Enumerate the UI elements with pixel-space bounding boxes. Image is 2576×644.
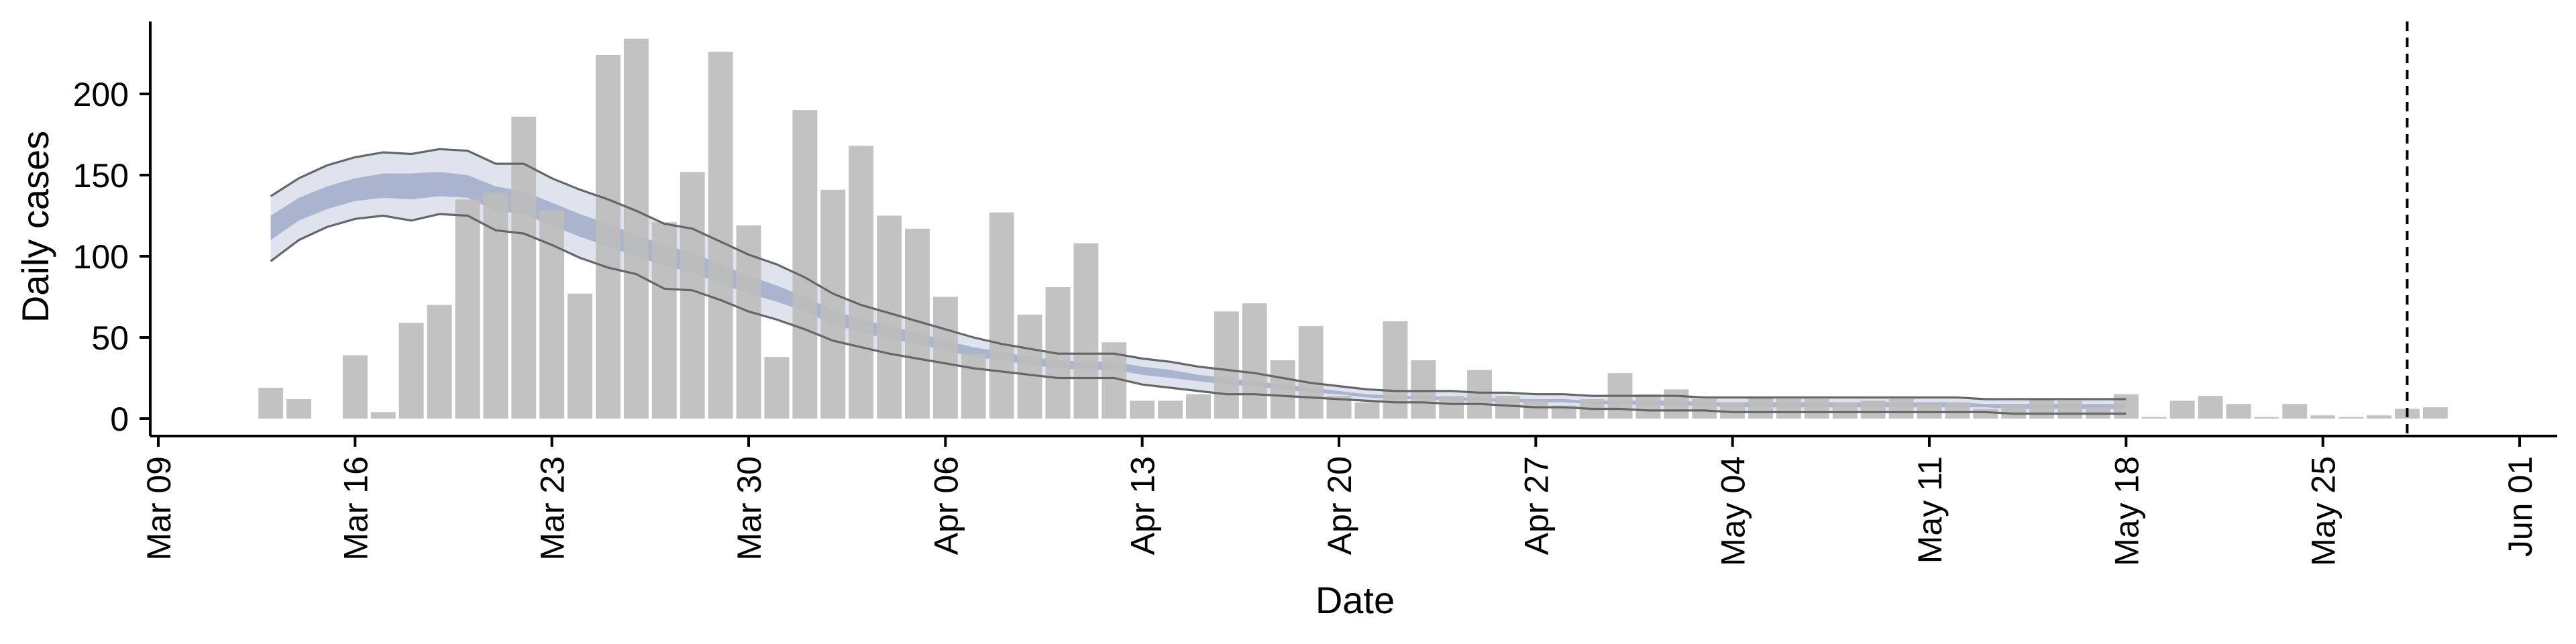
bar-2020-05-29 xyxy=(2422,407,2448,419)
bar-2020-04-22 xyxy=(1383,321,1408,419)
bar-2020-04-09 xyxy=(1017,315,1042,419)
bar-2020-05-01 xyxy=(1635,394,1661,419)
bar-2020-05-16 xyxy=(2057,400,2082,419)
x-tick-label-2020-04-20: Apr 20 xyxy=(1321,456,1358,555)
bar-2020-04-14 xyxy=(1158,400,1183,419)
x-tick-label-2020-03-16: Mar 16 xyxy=(337,456,374,561)
bar-2020-05-14 xyxy=(2001,405,2027,419)
bar-2020-05-06 xyxy=(1776,399,1801,419)
bar-2020-03-28 xyxy=(680,172,705,419)
bar-2020-05-27 xyxy=(2367,415,2392,419)
bar-2020-04-08 xyxy=(989,212,1014,419)
bar-2020-04-15 xyxy=(1186,394,1211,419)
y-tick-label-100: 100 xyxy=(73,238,129,276)
bar-2020-04-02 xyxy=(820,189,846,419)
bar-2020-04-13 xyxy=(1130,400,1155,419)
bar-2020-03-17 xyxy=(370,412,396,419)
bar-2020-03-14 xyxy=(286,399,311,419)
inner-band xyxy=(270,172,2127,409)
bar-2020-03-16 xyxy=(342,355,368,419)
daily-case-bars xyxy=(258,38,2448,419)
bar-2020-04-23 xyxy=(1411,360,1436,419)
bar-2020-05-21 xyxy=(2198,396,2223,419)
x-tick-label-2020-04-27: Apr 27 xyxy=(1517,456,1555,555)
x-tick-label-2020-04-13: Apr 13 xyxy=(1124,456,1162,555)
bar-2020-04-19 xyxy=(1298,326,1324,419)
y-axis-title: Daily cases xyxy=(14,131,56,323)
bar-2020-03-13 xyxy=(258,388,284,419)
bar-2020-03-27 xyxy=(651,222,677,419)
x-ticks: Mar 09 Mar 16 Mar 23 Mar 30 Apr 06 Apr 13 Apr … xyxy=(140,436,2539,566)
bar-2020-05-23 xyxy=(2254,417,2279,419)
bar-2020-03-24 xyxy=(568,293,592,419)
bar-2020-03-19 xyxy=(427,305,452,419)
bar-2020-04-07 xyxy=(961,354,986,419)
outer-lower-line xyxy=(270,213,2127,415)
bar-2020-03-20 xyxy=(455,199,480,419)
x-tick-label-2020-03-09: Mar 09 xyxy=(140,456,178,561)
bar-2020-05-07 xyxy=(1804,399,1829,419)
x-tick-label-2020-04-06: Apr 06 xyxy=(927,456,965,555)
outer-upper-line xyxy=(270,148,2127,400)
bar-2020-05-22 xyxy=(2226,404,2251,419)
x-tick-label-2020-05-18: May 18 xyxy=(2108,456,2145,566)
bar-2020-03-25 xyxy=(596,54,621,419)
bar-2020-03-29 xyxy=(708,52,733,419)
y-ticks: 0 50 100 150 200 xyxy=(73,76,150,438)
bar-2020-04-04 xyxy=(877,215,902,419)
bar-2020-05-25 xyxy=(2310,415,2336,419)
bar-2020-05-09 xyxy=(1860,400,1886,419)
x-tick-label-2020-06-01: Jun 01 xyxy=(2502,456,2539,557)
bar-2020-04-03 xyxy=(849,146,874,419)
bar-2020-05-10 xyxy=(1888,399,1914,419)
bar-2020-03-31 xyxy=(764,357,790,419)
x-tick-label-2020-05-04: May 04 xyxy=(1715,456,1752,566)
x-tick-label-2020-03-30: Mar 30 xyxy=(731,456,768,561)
x-axis-title: Date xyxy=(1316,579,1395,621)
bar-2020-04-16 xyxy=(1214,311,1239,419)
bar-2020-05-19 xyxy=(2141,417,2167,419)
band-boundary-lines xyxy=(270,148,2127,415)
x-tick-label-2020-05-25: May 25 xyxy=(2305,456,2343,566)
bar-2020-05-12 xyxy=(1945,402,1970,419)
bar-2020-05-05 xyxy=(1748,397,1773,419)
bar-2020-04-24 xyxy=(1439,396,1464,419)
bar-2020-04-17 xyxy=(1242,303,1267,419)
bar-2020-05-04 xyxy=(1720,402,1746,419)
bar-2020-05-15 xyxy=(2029,399,2055,419)
bar-2020-04-21 xyxy=(1354,402,1380,419)
bar-2020-04-06 xyxy=(932,297,958,419)
bar-2020-04-28 xyxy=(1551,405,1576,419)
bar-2020-05-20 xyxy=(2169,400,2195,419)
bar-2020-05-24 xyxy=(2282,404,2308,419)
x-tick-label-2020-03-23: Mar 23 xyxy=(534,456,572,561)
bar-2020-05-18 xyxy=(2113,394,2139,419)
bar-2020-05-02 xyxy=(1664,389,1689,419)
bar-2020-03-18 xyxy=(398,323,424,419)
bar-2020-04-27 xyxy=(1523,400,1548,419)
bar-2020-05-08 xyxy=(1832,402,1858,419)
bar-2020-05-26 xyxy=(2339,417,2363,419)
y-tick-label-150: 150 xyxy=(73,157,129,195)
bar-2020-04-25 xyxy=(1467,370,1492,419)
x-tick-label-2020-05-11: May 11 xyxy=(1911,456,1949,564)
bar-2020-04-26 xyxy=(1495,396,1520,419)
bar-2020-04-11 xyxy=(1073,243,1099,419)
y-tick-label-50: 50 xyxy=(91,319,129,357)
y-tick-label-200: 200 xyxy=(73,76,129,113)
bar-2020-03-26 xyxy=(623,38,649,419)
bar-2020-03-22 xyxy=(511,116,537,419)
bar-2020-05-03 xyxy=(1692,399,1717,419)
bar-2020-05-13 xyxy=(1973,409,1998,419)
y-tick-label-0: 0 xyxy=(110,400,129,438)
bar-2020-04-01 xyxy=(792,110,818,419)
reproduction-bands xyxy=(270,149,2127,414)
bar-2020-04-18 xyxy=(1270,360,1295,419)
